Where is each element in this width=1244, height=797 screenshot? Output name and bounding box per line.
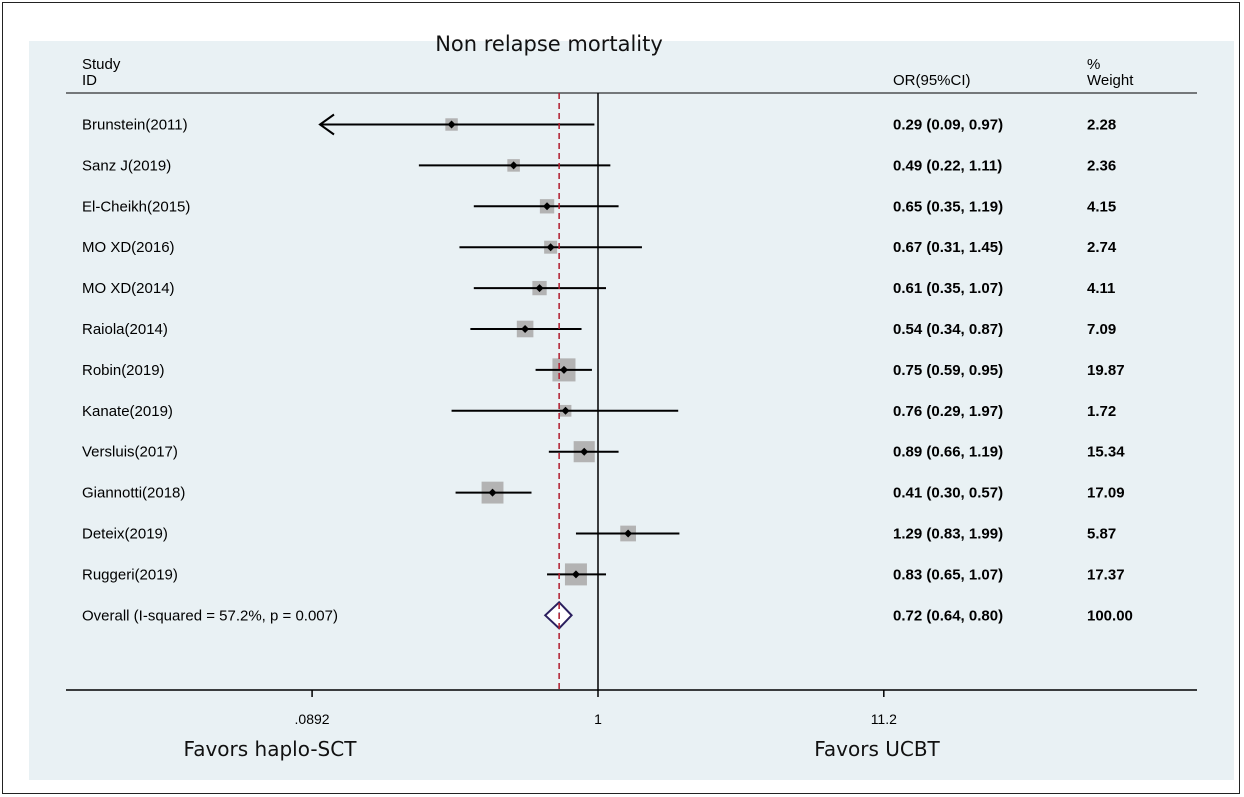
study-label: El-Cheikh(2015) [82, 198, 190, 215]
point-estimate [447, 120, 456, 129]
point-estimate [624, 529, 633, 538]
x-tick-label: 1 [594, 711, 602, 727]
or-ci-value: 0.41 (0.30, 0.57) [893, 485, 1003, 502]
weight-value: 4.15 [1087, 198, 1116, 215]
overall-row: Overall (I-squared = 57.2%, p = 0.007) 0.… [82, 600, 1133, 630]
or-ci-value: 0.49 (0.22, 1.11) [893, 157, 1002, 174]
study-row: El-Cheikh(2015) 0.65 (0.35, 1.19) 4.15 [82, 198, 1116, 215]
study-label: Giannotti(2018) [82, 485, 185, 502]
weight-value: 2.74 [1087, 239, 1117, 256]
or-ci-value: 0.75 (0.59, 0.95) [893, 362, 1003, 379]
x-axis-ticks: .0892 1 11.2 [295, 690, 897, 727]
or-ci-value: 0.83 (0.65, 1.07) [893, 566, 1003, 583]
favors-left-label: Favors haplo-SCT [184, 737, 358, 761]
or-ci-value: 1.29 (0.83, 1.99) [893, 526, 1003, 543]
ci-arrow-left [318, 113, 335, 136]
point-estimate [521, 325, 530, 333]
study-label: Deteix(2019) [82, 526, 168, 543]
weight-value: 2.36 [1087, 157, 1116, 174]
header-percent: % [1087, 56, 1100, 73]
study-row: Deteix(2019) 1.29 (0.83, 1.99) 5.87 [82, 526, 1116, 543]
study-label: Versluis(2017) [82, 444, 178, 461]
point-estimate [561, 406, 570, 415]
weight-value: 4.11 [1087, 280, 1115, 297]
study-rows: Brunstein(2011) 0.29 (0.09, 0.97) 2.28 Sanz… [82, 113, 1133, 630]
study-row: Brunstein(2011) 0.29 (0.09, 0.97) 2.28 [82, 113, 1116, 136]
weight-value: 19.87 [1087, 362, 1125, 379]
study-label: Kanate(2019) [82, 403, 173, 420]
study-row: Versluis(2017) 0.89 (0.66, 1.19) 15.34 [82, 441, 1125, 463]
study-label: Raiola(2014) [82, 321, 168, 338]
point-estimate [509, 161, 518, 170]
point-estimate [543, 202, 552, 211]
header-id: ID [82, 72, 97, 89]
study-label: Overall (I-squared = 57.2%, p = 0.007) [82, 607, 338, 624]
header-weight: Weight [1087, 72, 1134, 89]
study-row: Kanate(2019) 0.76 (0.29, 1.97) 1.72 [82, 403, 1116, 420]
or-ci-value: 0.72 (0.64, 0.80) [893, 607, 1003, 624]
point-estimate [571, 570, 580, 579]
study-label: Robin(2019) [82, 362, 165, 379]
study-row: Ruggeri(2019) 0.83 (0.65, 1.07) 17.37 [82, 563, 1125, 586]
or-ci-value: 0.76 (0.29, 1.97) [893, 403, 1003, 420]
chart-title: Non relapse mortality [435, 32, 663, 56]
x-tick-label: 11.2 [871, 711, 897, 727]
study-row: Raiola(2014) 0.54 (0.34, 0.87) 7.09 [82, 320, 1116, 338]
or-ci-value: 0.29 (0.09, 0.97) [893, 117, 1003, 134]
weight-value: 1.72 [1087, 403, 1116, 420]
favors-right-label: Favors UCBT [814, 737, 940, 761]
header-study: Study [82, 56, 121, 73]
point-estimate [488, 488, 497, 497]
weight-value: 7.09 [1087, 321, 1116, 338]
study-label: Ruggeri(2019) [82, 566, 178, 583]
point-estimate [546, 243, 555, 252]
or-ci-value: 0.89 (0.66, 1.19) [893, 444, 1003, 461]
study-row: MO XD(2014) 0.61 (0.35, 1.07) 4.11 [82, 280, 1115, 297]
study-row: Giannotti(2018) 0.41 (0.30, 0.57) 17.09 [82, 481, 1125, 504]
point-estimate [559, 365, 568, 374]
or-ci-value: 0.65 (0.35, 1.19) [893, 198, 1003, 215]
or-ci-value: 0.61 (0.35, 1.07) [893, 280, 1003, 297]
header-or-ci: OR(95%CI) [893, 72, 971, 89]
study-label: Sanz J(2019) [82, 157, 171, 174]
study-row: MO XD(2016) 0.67 (0.31, 1.45) 2.74 [82, 239, 1117, 256]
study-row: Sanz J(2019) 0.49 (0.22, 1.11) 2.36 [82, 157, 1116, 174]
point-estimate [535, 284, 544, 293]
weight-value: 5.87 [1087, 526, 1116, 543]
study-row: Robin(2019) 0.75 (0.59, 0.95) 19.87 [82, 358, 1125, 382]
study-label: MO XD(2014) [82, 280, 175, 297]
weight-value: 17.09 [1087, 485, 1125, 502]
study-label: MO XD(2016) [82, 239, 175, 256]
weight-value: 15.34 [1087, 444, 1125, 461]
study-label: Brunstein(2011) [82, 117, 188, 134]
weight-value: 17.37 [1087, 566, 1125, 583]
or-ci-value: 0.54 (0.34, 0.87) [893, 321, 1003, 338]
weight-value: 2.28 [1087, 117, 1116, 134]
or-ci-value: 0.67 (0.31, 1.45) [893, 239, 1003, 256]
x-tick-label: .0892 [295, 711, 330, 727]
point-estimate [580, 447, 589, 456]
weight-value: 100.00 [1087, 607, 1133, 624]
